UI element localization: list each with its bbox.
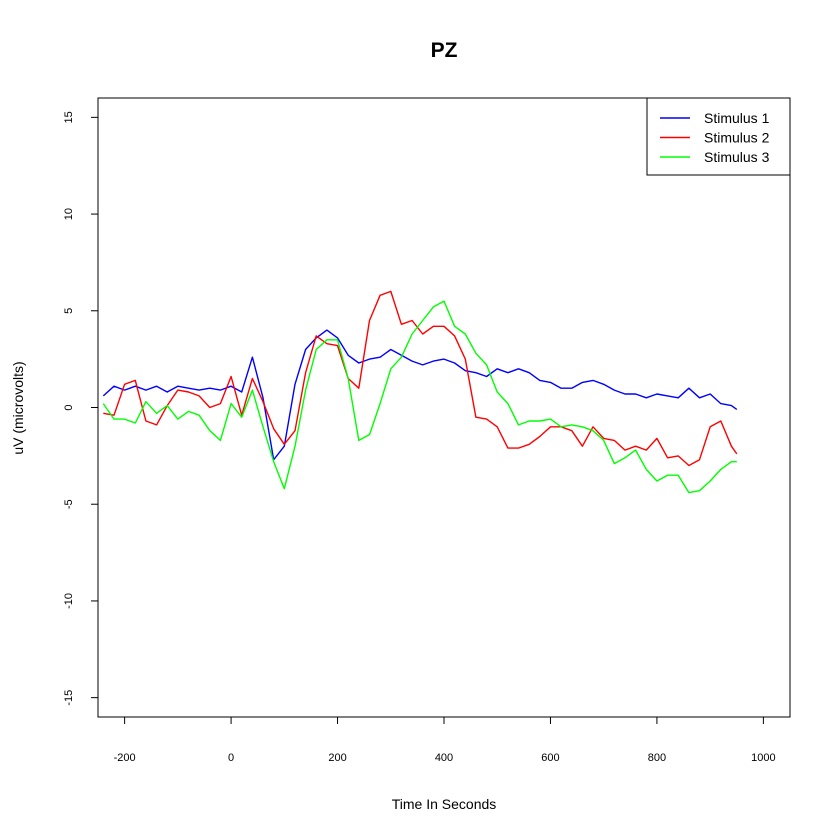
- y-tick-label: 5: [63, 308, 75, 314]
- x-tick-label: 200: [328, 752, 346, 764]
- x-tick-label: 0: [228, 752, 234, 764]
- series-line-stimulus-3: [102, 300, 737, 494]
- x-tick-label: 1000: [751, 752, 775, 764]
- chart-title: PZ: [431, 39, 458, 62]
- legend-box: [646, 97, 791, 176]
- y-axis-label: uV (microvolts): [10, 361, 26, 454]
- series-line-stimulus-2: [103, 290, 738, 467]
- y-tick-label: -15: [63, 690, 75, 706]
- series-lines: [102, 290, 738, 494]
- y-tick-label: 15: [63, 111, 75, 123]
- x-tick-label: 600: [541, 752, 559, 764]
- legend-label-stimulus-1: Stimulus 1: [704, 110, 770, 126]
- x-tick-label: 800: [648, 752, 666, 764]
- series-line-stimulus-1: [102, 329, 738, 461]
- y-tick-label: 0: [63, 404, 75, 410]
- legend-label-stimulus-3: Stimulus 3: [704, 149, 770, 165]
- y-tick-label: -10: [63, 593, 75, 609]
- legend-label-stimulus-2: Stimulus 2: [704, 130, 770, 146]
- y-tick-label: 10: [63, 208, 75, 220]
- y-tick-label: -5: [63, 499, 75, 509]
- x-tick-label: -200: [114, 752, 136, 764]
- x-axis-label: Time In Seconds: [392, 796, 497, 812]
- legend: Stimulus 1 Stimulus 2 Stimulus 3: [646, 97, 791, 176]
- y-axis: -15 -10 -5 0 5 10 15: [63, 111, 99, 706]
- x-axis: -200 0 200 400 600 800 1000: [114, 716, 776, 764]
- x-tick-label: 400: [435, 752, 453, 764]
